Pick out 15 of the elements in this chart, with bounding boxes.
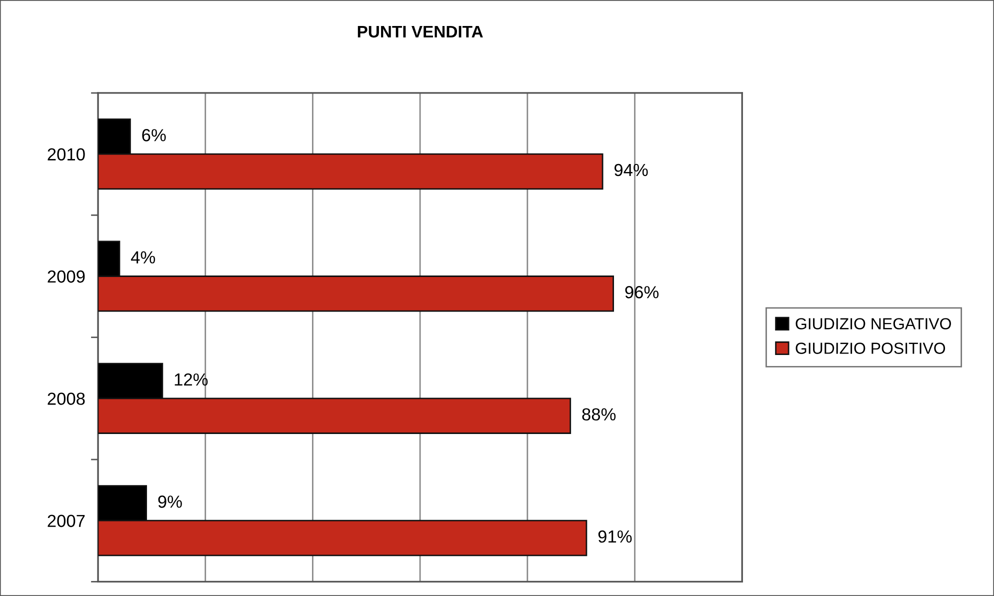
data-label: 9% <box>158 496 182 508</box>
legend-label: GIUDIZIO POSITIVO <box>796 342 946 354</box>
legend-label: GIUDIZIO NEGATIVO <box>796 318 951 330</box>
data-label: 96% <box>625 286 659 298</box>
data-label: 12% <box>174 373 208 386</box>
chart-title: PUNTI VENDITA <box>358 26 483 38</box>
data-label: 91% <box>598 530 632 543</box>
data-label: 4% <box>130 251 156 264</box>
data-label: 88% <box>582 408 616 420</box>
y-tick-label: 2009 <box>48 270 85 283</box>
y-tick-label: 2007 <box>48 514 85 528</box>
y-tick-label: 2008 <box>48 392 85 405</box>
data-label: 94% <box>614 164 648 176</box>
data-label: 6% <box>142 129 166 142</box>
y-tick-label: 2010 <box>48 148 85 161</box>
